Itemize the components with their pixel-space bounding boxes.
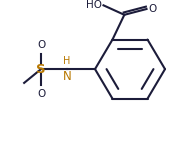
Text: H: H — [63, 56, 71, 66]
Text: N: N — [63, 70, 71, 83]
Text: O: O — [37, 89, 45, 99]
Text: HO: HO — [86, 0, 102, 10]
Text: S: S — [36, 63, 46, 76]
Text: O: O — [148, 4, 157, 14]
Text: O: O — [37, 40, 45, 50]
